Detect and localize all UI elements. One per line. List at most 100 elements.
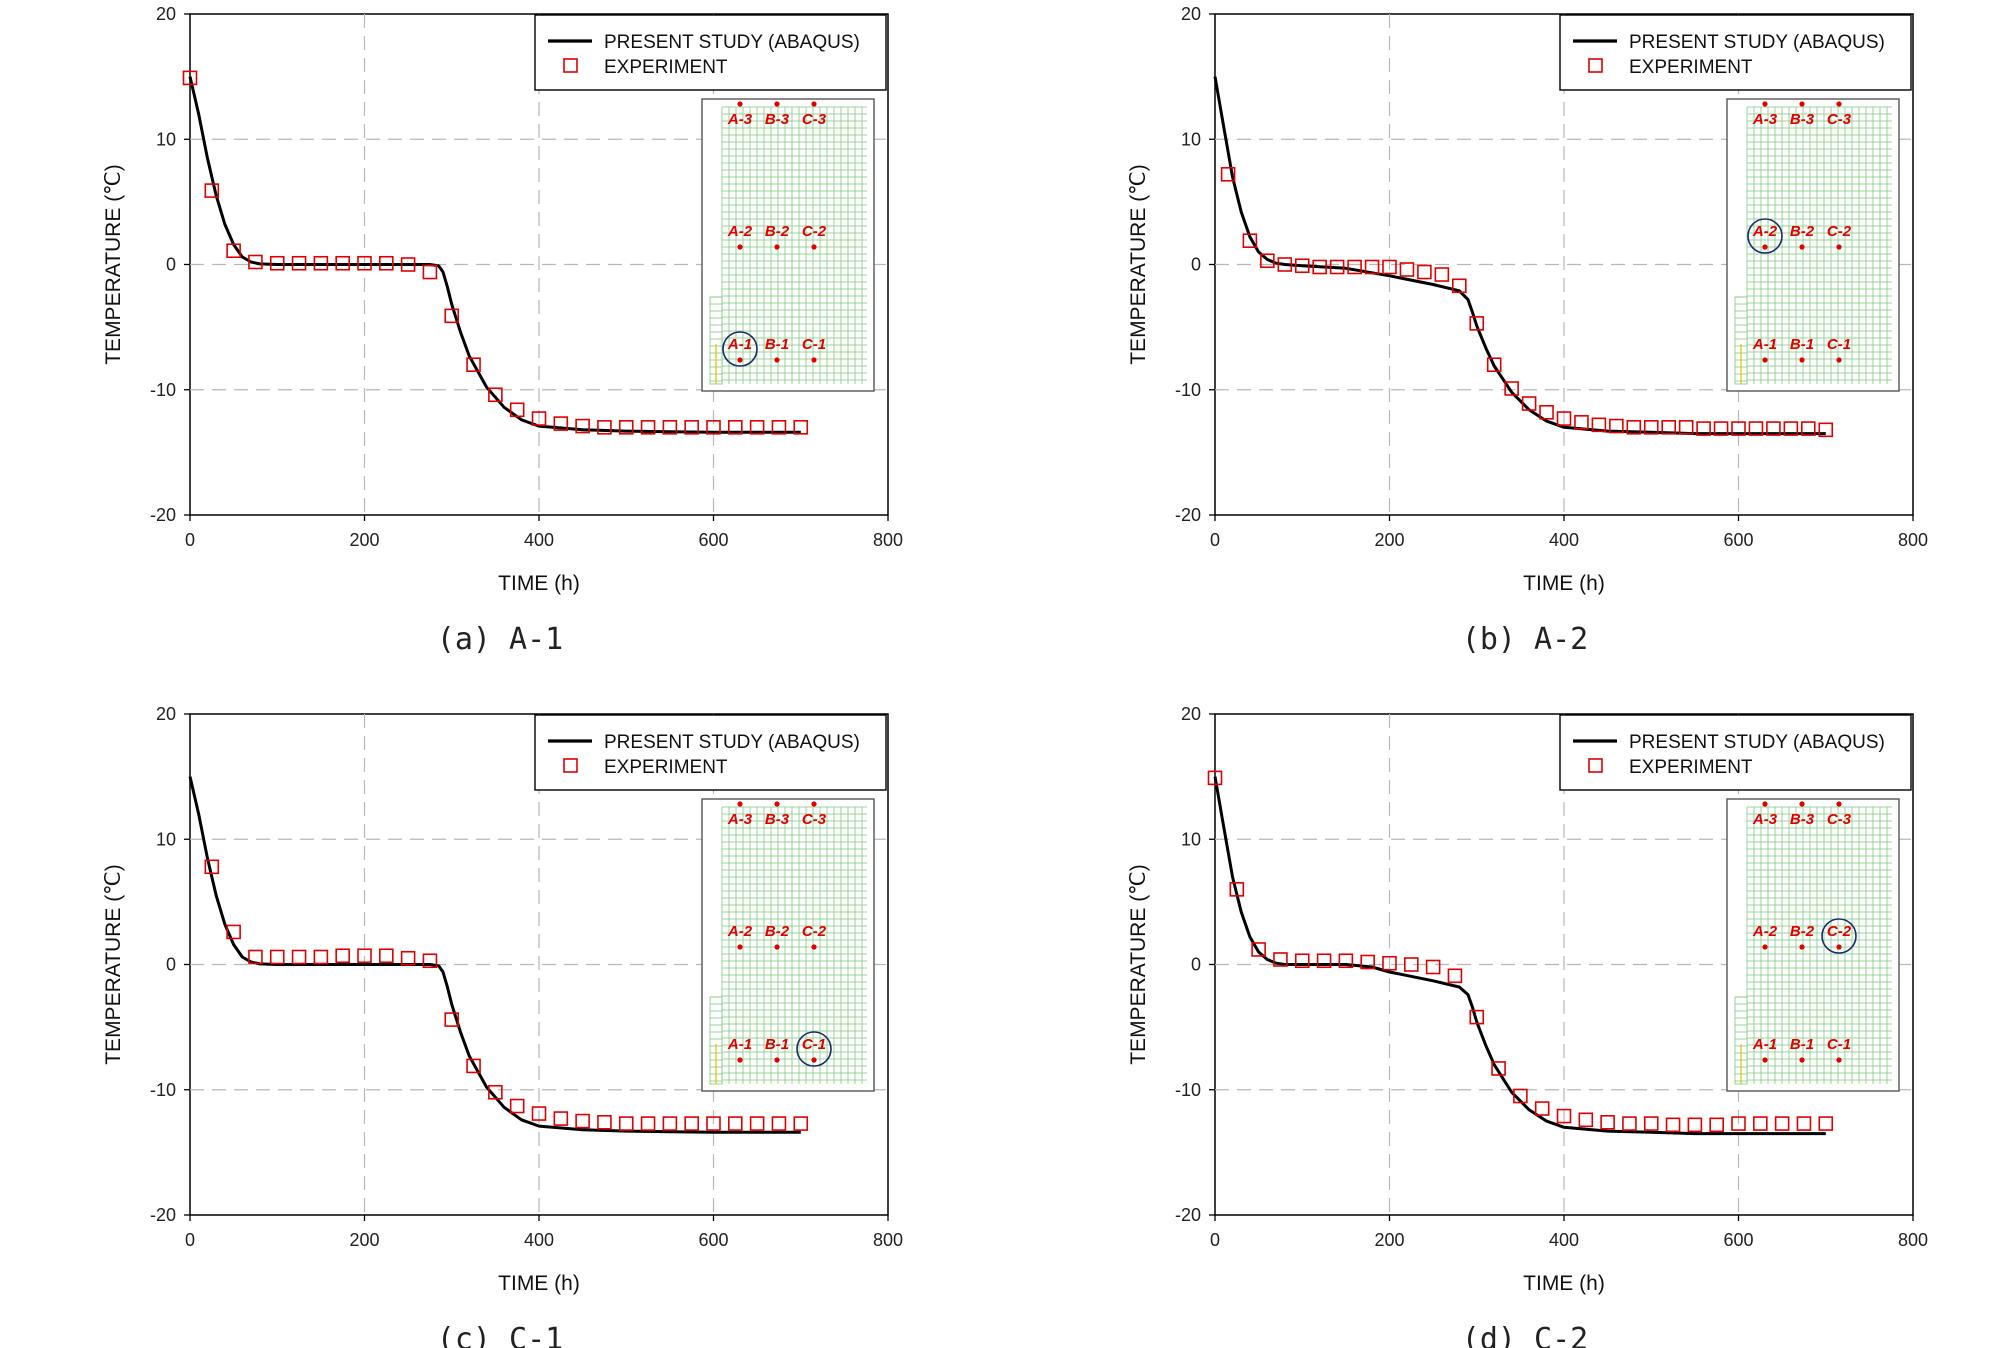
inset-point-dot — [811, 357, 817, 363]
data-point — [1312, 259, 1327, 275]
highlight-circle — [722, 331, 758, 367]
data-point — [269, 949, 285, 965]
y-axis-label: TEMPERATURE (℃) — [102, 164, 125, 365]
data-point — [1329, 259, 1345, 275]
inset-layout: A-1 B-1 C-1 A-2 B-2 C-2 A-3 B-3 C-3 — [701, 798, 875, 1092]
y-tick-label: -20 — [150, 505, 176, 525]
y-tick-label: 10 — [1181, 129, 1201, 149]
data-point — [771, 1116, 787, 1131]
y-tick-label: 0 — [1191, 255, 1201, 275]
data-point — [1818, 1116, 1834, 1131]
data-point — [1534, 1101, 1550, 1116]
data-point — [618, 420, 634, 435]
panel-caption: (b) A-2 — [1462, 622, 1588, 657]
x-axis-label: TIME (h) — [1523, 572, 1605, 595]
inset-point-label: A-1 — [1752, 1036, 1777, 1053]
data-point — [291, 255, 307, 271]
legend-label-experiment: EXPERIMENT — [1629, 757, 1753, 778]
data-point — [509, 1098, 525, 1114]
inset-point-dot — [737, 101, 743, 107]
legend-label-experiment: EXPERIMENT — [604, 757, 728, 778]
data-point — [1469, 316, 1485, 331]
data-point — [335, 948, 350, 964]
data-point — [531, 411, 547, 426]
inset-point-label: B-1 — [765, 1036, 789, 1053]
x-tick-label: 800 — [1898, 530, 1928, 550]
data-point — [1556, 1108, 1572, 1124]
data-point — [1277, 257, 1293, 272]
x-tick-label: 400 — [524, 1230, 554, 1250]
inset-point-dot — [811, 101, 817, 107]
legend: PRESENT STUDY (ABAQUS) EXPERIMENT — [534, 714, 887, 791]
data-point — [226, 924, 241, 940]
data-point — [313, 255, 329, 271]
data-point — [1753, 1116, 1768, 1131]
inset-point-label: C-1 — [1827, 1036, 1851, 1053]
x-tick-label: 0 — [1210, 1230, 1220, 1250]
legend-box — [534, 714, 887, 791]
data-point — [1338, 953, 1354, 969]
chart-panel-4: 0 200 400 600 800 -20 -10 0 10 20 TIME (h) TEMPERAT… — [1127, 704, 1928, 1348]
inset-point-dot — [737, 357, 743, 363]
data-point — [706, 1116, 721, 1131]
legend: PRESENT STUDY (ABAQUS) EXPERIMENT — [1559, 14, 1912, 91]
inset-point-label: A-2 — [1752, 923, 1778, 940]
chart-panel-1: 0 200 400 600 800 -20 -10 0 10 20 TIME (h) TEMPERAT… — [102, 4, 903, 657]
inset-point-label: A-2 — [727, 923, 753, 940]
inset-point-label: B-1 — [1790, 1036, 1814, 1053]
data-point — [1539, 404, 1554, 420]
x-tick-label: 600 — [1723, 1230, 1753, 1250]
y-tick-label: 0 — [1191, 955, 1201, 975]
data-point — [313, 949, 329, 965]
legend-box — [534, 14, 887, 91]
inset-point-dot — [1762, 1057, 1768, 1063]
data-point — [1709, 1117, 1724, 1133]
data-point — [1622, 1116, 1637, 1131]
data-point — [357, 255, 372, 271]
data-point — [1696, 421, 1711, 436]
data-point — [182, 70, 198, 86]
series-markers-experiment — [204, 859, 809, 1131]
x-tick-label: 800 — [1898, 1230, 1928, 1250]
inset-point-dot — [1836, 801, 1842, 807]
data-point — [1251, 942, 1266, 957]
data-point — [1207, 770, 1223, 786]
inset-frame — [1726, 798, 1900, 1092]
x-tick-label: 0 — [185, 530, 195, 550]
y-tick-label: 10 — [1181, 829, 1201, 849]
panel-caption: (c) C-1 — [437, 1322, 563, 1348]
data-point — [706, 420, 721, 435]
inset-point-label: C-1 — [802, 336, 826, 353]
inset-point-label: C-2 — [802, 223, 827, 240]
inset-point-dot — [1762, 357, 1768, 363]
inset-point-dot — [1836, 244, 1842, 250]
data-point — [749, 420, 765, 435]
legend-label-experiment: EXPERIMENT — [604, 57, 728, 78]
inset-point-dot — [1799, 944, 1805, 950]
data-point — [1220, 167, 1236, 182]
x-tick-label: 200 — [349, 530, 379, 550]
inset-point-dot — [811, 1057, 817, 1063]
series-line-simulation — [1213, 776, 1826, 1136]
inset-point-label: B-3 — [765, 811, 790, 828]
inset-point-label: A-1 — [1752, 336, 1777, 353]
inset-point-label: C-3 — [802, 111, 827, 128]
inset-point-label: A-3 — [1752, 811, 1778, 828]
data-point — [379, 948, 394, 964]
inset-point-dot — [811, 801, 817, 807]
data-point — [1447, 968, 1463, 984]
inset-point-label: A-1 — [727, 1036, 752, 1053]
data-point — [509, 402, 525, 418]
legend-label-experiment: EXPERIMENT — [1629, 57, 1753, 78]
inset-point-dot — [1836, 944, 1842, 950]
data-point — [226, 243, 241, 259]
data-point — [640, 420, 656, 435]
inset-point-dot — [1762, 244, 1768, 250]
data-point — [1713, 421, 1729, 436]
data-point — [1504, 381, 1519, 396]
data-point — [1382, 955, 1397, 971]
data-point — [618, 1116, 634, 1131]
data-point — [379, 255, 394, 271]
y-axis-label: TEMPERATURE (℃) — [1127, 864, 1150, 1065]
